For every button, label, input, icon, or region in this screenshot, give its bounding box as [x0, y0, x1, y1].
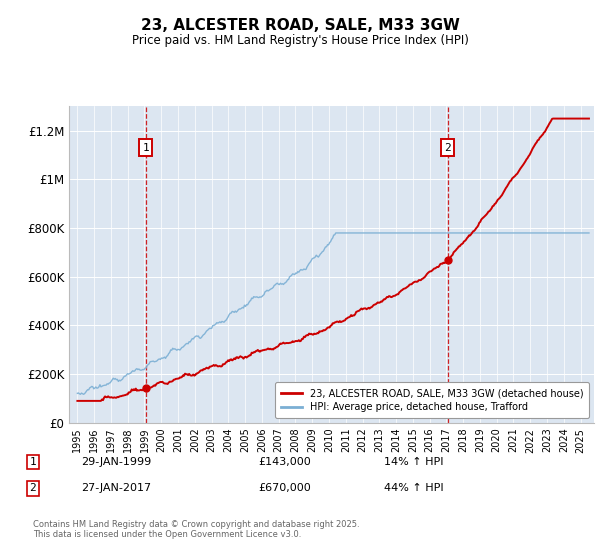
Text: 14% ↑ HPI: 14% ↑ HPI: [384, 457, 443, 467]
Text: £670,000: £670,000: [258, 483, 311, 493]
Text: 44% ↑ HPI: 44% ↑ HPI: [384, 483, 443, 493]
Text: 23, ALCESTER ROAD, SALE, M33 3GW: 23, ALCESTER ROAD, SALE, M33 3GW: [140, 18, 460, 34]
Text: 2: 2: [29, 483, 37, 493]
Text: 27-JAN-2017: 27-JAN-2017: [81, 483, 151, 493]
Text: 1: 1: [142, 143, 149, 152]
Text: £143,000: £143,000: [258, 457, 311, 467]
Text: 29-JAN-1999: 29-JAN-1999: [81, 457, 151, 467]
Text: 1: 1: [29, 457, 37, 467]
Text: Price paid vs. HM Land Registry's House Price Index (HPI): Price paid vs. HM Land Registry's House …: [131, 34, 469, 46]
Text: 2: 2: [444, 143, 451, 152]
Text: Contains HM Land Registry data © Crown copyright and database right 2025.
This d: Contains HM Land Registry data © Crown c…: [33, 520, 359, 539]
Legend: 23, ALCESTER ROAD, SALE, M33 3GW (detached house), HPI: Average price, detached : 23, ALCESTER ROAD, SALE, M33 3GW (detach…: [275, 382, 589, 418]
